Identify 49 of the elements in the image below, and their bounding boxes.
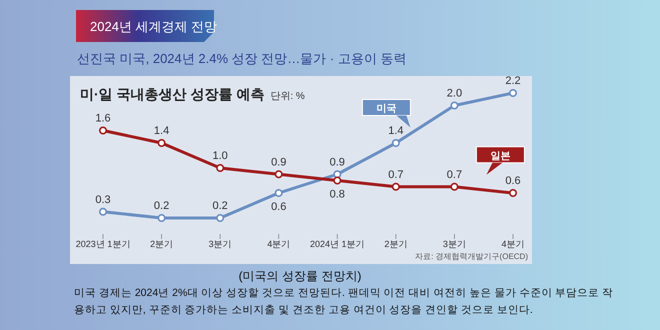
data-label: 0.2 bbox=[154, 200, 170, 212]
data-label: 0.8 bbox=[330, 188, 345, 200]
point bbox=[216, 214, 224, 222]
x-tick-label: 3분기 bbox=[442, 239, 466, 249]
data-label: 2.0 bbox=[446, 88, 462, 100]
point bbox=[333, 170, 342, 178]
x-tick-label: 3분기 bbox=[208, 239, 232, 249]
point bbox=[274, 170, 283, 178]
point bbox=[392, 139, 400, 147]
x-tick-label: 2분기 bbox=[150, 239, 174, 249]
annotation: 단위: % bbox=[270, 91, 305, 102]
point bbox=[509, 89, 517, 97]
x-tick-label: 4분기 bbox=[267, 239, 290, 249]
text: 2024년 세계경제 전망 bbox=[90, 19, 218, 34]
text: (미국의 성장률 전망치) bbox=[238, 269, 362, 283]
text: 미국 경제는 2024년 2%대 이상 성장할 것으로 전망된다. 팬데믹 이전 대비 여전히 높은 물가 수준이 부담으로 작용하고 있지만, 꾸준히 증가하는 소비지출 및 견조한 고용 여건이 성장을 견인할 것으로 보인다. bbox=[74, 286, 614, 318]
data-label: 0.7 bbox=[388, 168, 404, 181]
point bbox=[392, 182, 400, 191]
x-tick-label: 2분기 bbox=[384, 239, 408, 249]
data-label: 1.6 bbox=[95, 112, 111, 124]
text: 선진국 미국, 2024년 2.4% 성장 전망…물가 · 고용이 동력 bbox=[77, 51, 406, 66]
point bbox=[99, 208, 107, 216]
data-label: 1.0 bbox=[212, 150, 228, 162]
data-label: 0.6 bbox=[505, 175, 521, 187]
x-tick-label: 2023년 1분기 bbox=[76, 239, 130, 249]
data-label: 1.4 bbox=[388, 125, 404, 137]
data-label: 0.2 bbox=[212, 200, 228, 212]
point bbox=[450, 102, 458, 110]
text: 일본 bbox=[490, 150, 510, 162]
chart-title: 미·일 국내총생산 성장률 예측 bbox=[80, 86, 264, 102]
data-label: 0.9 bbox=[271, 156, 286, 168]
data-label: 2.2 bbox=[505, 75, 521, 87]
text: 미국 bbox=[376, 104, 396, 114]
point bbox=[158, 139, 166, 147]
data-label: 0.6 bbox=[271, 201, 286, 213]
point bbox=[99, 126, 107, 134]
data-label: 0.9 bbox=[330, 156, 345, 168]
x-tick-label: 4분기 bbox=[501, 239, 525, 249]
point bbox=[216, 164, 224, 172]
point bbox=[450, 182, 458, 191]
point bbox=[274, 189, 283, 197]
x-tick-label: 2024년 1분기 bbox=[310, 239, 365, 249]
point bbox=[158, 214, 166, 222]
point bbox=[509, 189, 517, 197]
text: 자료: 경제협력개발기구(OECD) bbox=[415, 252, 528, 261]
data-label: 0.3 bbox=[95, 194, 111, 206]
data-label: 0.7 bbox=[446, 168, 462, 181]
point bbox=[333, 176, 342, 184]
data-label: 1.4 bbox=[154, 125, 170, 137]
